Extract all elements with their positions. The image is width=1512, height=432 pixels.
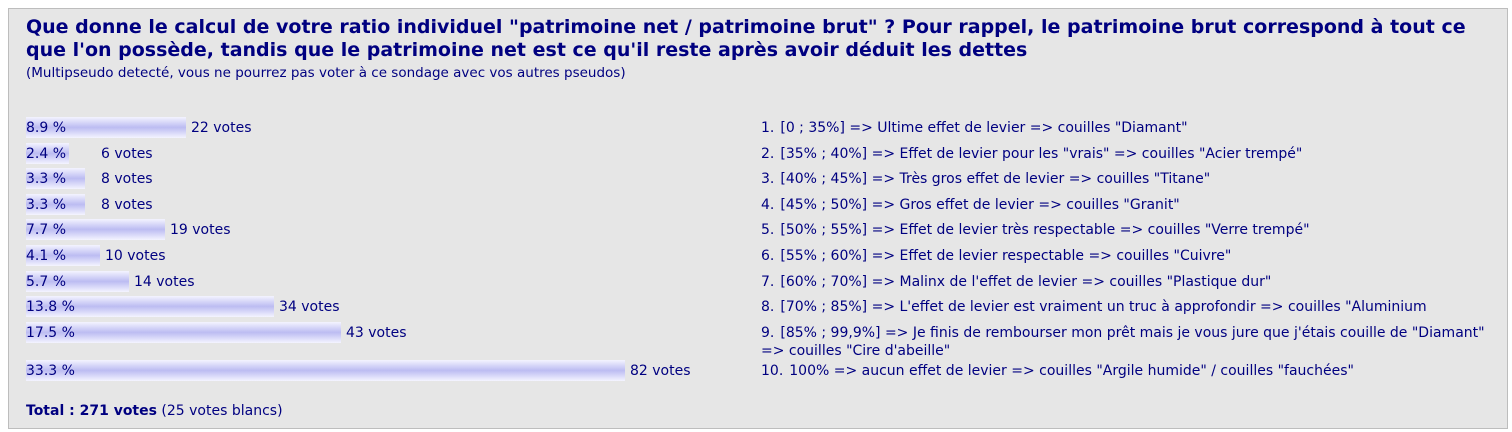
result-percent: 7.7 % <box>26 222 67 238</box>
result-percent: 5.7 % <box>26 274 67 290</box>
result-percent: 3.3 % <box>26 197 67 213</box>
total-votes: Total : 271 votes <box>26 403 157 419</box>
answer-text: [40% ; 45%] => Très gros effet de levier… <box>780 171 1211 187</box>
result-bar <box>26 271 129 292</box>
result-bar <box>26 168 85 189</box>
result-bar <box>26 219 165 240</box>
answer-number: 5. <box>761 222 775 238</box>
answer-text: [60% ; 70%] => Malinx de l'effet de levi… <box>780 274 1272 290</box>
answer-option: 1. [0 ; 35%] => Ultime effet de levier =>… <box>761 119 1491 137</box>
answer-number: 7. <box>761 274 775 290</box>
result-votes: 82 votes <box>630 363 691 379</box>
result-votes: 34 votes <box>279 299 340 315</box>
answer-text: 100% => aucun effet de levier => couille… <box>789 363 1354 379</box>
result-votes: 19 votes <box>170 222 231 238</box>
poll-question: Que donne le calcul de votre ratio indiv… <box>26 16 1466 61</box>
result-bar <box>26 194 85 215</box>
result-votes: 8 votes <box>101 197 153 213</box>
answer-text: [55% ; 60%] => Effet de levier respectab… <box>780 248 1232 264</box>
result-percent: 8.9 % <box>26 120 67 136</box>
answer-number: 9. <box>761 325 775 341</box>
result-votes: 43 votes <box>346 325 407 341</box>
result-votes: 22 votes <box>191 120 252 136</box>
answer-option: 9. [85% ; 99,9%] => Je finis de rembourse… <box>761 324 1491 360</box>
answer-option: 3. [40% ; 45%] => Très gros effet de levi… <box>761 170 1491 188</box>
answer-number: 10. <box>761 363 784 379</box>
result-votes: 10 votes <box>105 248 166 264</box>
result-bar <box>26 296 274 317</box>
blank-votes: (25 votes blancs) <box>161 403 283 419</box>
answer-text: [45% ; 50%] => Gros effet de levier => c… <box>780 197 1180 213</box>
result-percent: 2.4 % <box>26 146 67 162</box>
result-bar <box>26 360 625 381</box>
answer-number: 6. <box>761 248 775 264</box>
answer-number: 8. <box>761 299 775 315</box>
result-votes: 8 votes <box>101 171 153 187</box>
multipseudo-notice: (Multipseudo detecté, vous ne pourrez pa… <box>26 65 626 81</box>
result-bar <box>26 117 186 138</box>
answer-option: 2. [35% ; 40%] => Effet de levier pour le… <box>761 145 1491 163</box>
result-bar <box>26 143 69 164</box>
answer-option: 4. [45% ; 50%] => Gros effet de levier =>… <box>761 196 1491 214</box>
result-percent: 3.3 % <box>26 171 67 187</box>
answer-text: [0 ; 35%] => Ultime effet de levier => c… <box>780 120 1188 136</box>
result-percent: 33.3 % <box>26 363 75 379</box>
answer-number: 3. <box>761 171 775 187</box>
result-bar <box>26 322 341 343</box>
result-percent: 13.8 % <box>26 299 75 315</box>
result-bar <box>26 245 100 266</box>
poll-panel: Que donne le calcul de votre ratio indiv… <box>8 8 1508 429</box>
answer-option: 5. [50% ; 55%] => Effet de levier très re… <box>761 221 1491 239</box>
answer-number: 2. <box>761 146 775 162</box>
result-percent: 17.5 % <box>26 325 75 341</box>
answer-option: 7. [60% ; 70%] => Malinx de l'effet de le… <box>761 273 1491 291</box>
answer-number: 1. <box>761 120 775 136</box>
answer-option: 8. [70% ; 85%] => L'effet de levier est v… <box>761 298 1491 316</box>
answer-option: 6. [55% ; 60%] => Effet de levier respect… <box>761 247 1491 265</box>
answer-text: [70% ; 85%] => L'effet de levier est vra… <box>780 299 1427 315</box>
answer-option: 10. 100% => aucun effet de levier => coui… <box>761 362 1491 380</box>
result-percent: 4.1 % <box>26 248 67 264</box>
answer-text: [50% ; 55%] => Effet de levier très resp… <box>780 222 1310 238</box>
result-votes: 6 votes <box>101 146 153 162</box>
poll-total: Total : 271 votes (25 votes blancs) <box>26 403 283 419</box>
answer-number: 4. <box>761 197 775 213</box>
answer-text: [85% ; 99,9%] => Je finis de rembourser … <box>761 325 1485 359</box>
result-votes: 14 votes <box>134 274 195 290</box>
answer-text: [35% ; 40%] => Effet de levier pour les … <box>780 146 1303 162</box>
